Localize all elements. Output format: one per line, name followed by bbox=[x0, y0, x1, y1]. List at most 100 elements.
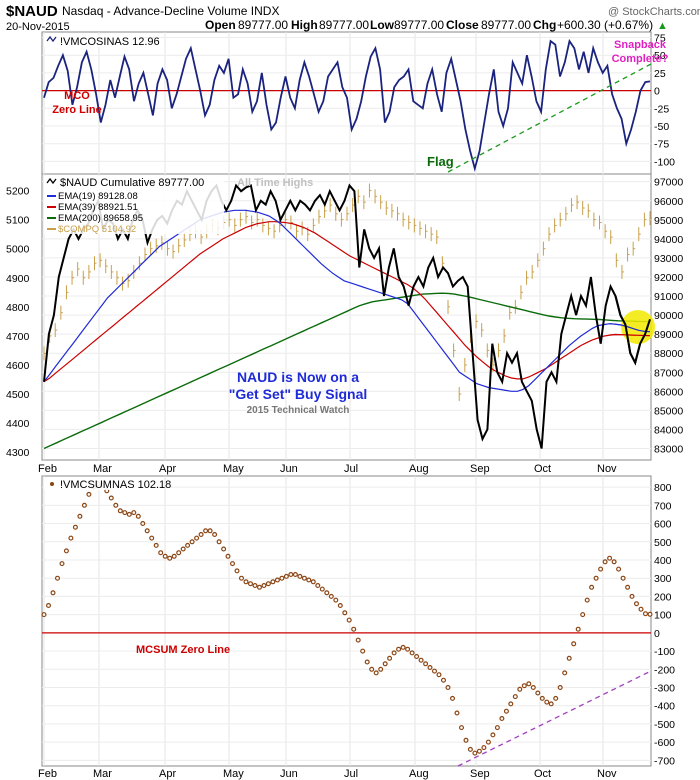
month-tick-label: Mar bbox=[93, 463, 112, 475]
compq-tick-label: 5200 bbox=[6, 186, 30, 198]
mcsum-point bbox=[490, 732, 496, 738]
mco-tick-label: -50 bbox=[654, 121, 669, 133]
flag-annotation: Flag bbox=[427, 154, 454, 169]
mcsum-point bbox=[108, 495, 114, 501]
ema39-line-tail bbox=[609, 333, 651, 337]
mcsum-point bbox=[252, 582, 258, 588]
month-tick-label: Aug bbox=[409, 768, 429, 780]
mcsum-point bbox=[629, 593, 635, 599]
mcsum-tick-label: 200 bbox=[654, 591, 672, 603]
naud-cumulative-line-tail bbox=[614, 295, 651, 366]
mcsum-point bbox=[126, 511, 132, 517]
mcsum-point bbox=[472, 750, 478, 756]
month-tick-label: Jun bbox=[280, 463, 298, 475]
mcsum-point bbox=[476, 748, 482, 754]
mcsum-point bbox=[167, 555, 173, 561]
mcsum-point bbox=[441, 677, 447, 683]
month-tick-label: Jun bbox=[280, 768, 298, 780]
mcsum-point bbox=[283, 573, 289, 579]
mcsum-tick-label: 300 bbox=[654, 573, 672, 585]
mcsum-point bbox=[580, 612, 586, 618]
naud-tick-label: 95000 bbox=[654, 215, 683, 227]
signal-annotation-credit: 2015 Technical Watch bbox=[247, 405, 350, 416]
mcsum-point bbox=[481, 745, 487, 751]
mcsum-point bbox=[512, 694, 518, 700]
mcsum-point bbox=[113, 502, 119, 508]
mco-panel-title: !VMCOSINAS 12.96 bbox=[60, 36, 160, 48]
mcsum-point bbox=[526, 681, 532, 687]
mcsum-tick-label: -400 bbox=[654, 701, 675, 713]
mcsum-tick-label: 600 bbox=[654, 519, 672, 531]
mcsum-point bbox=[68, 535, 74, 541]
chart-symbol: $NAUD bbox=[6, 3, 58, 20]
snapback-label-1: Snapback bbox=[614, 39, 667, 51]
mco-tick-label: -25 bbox=[654, 103, 669, 115]
mcsum-point bbox=[432, 668, 438, 674]
mcsum-point bbox=[373, 670, 379, 676]
mcsum-point bbox=[378, 666, 384, 672]
mcsum-point bbox=[257, 584, 263, 590]
naud-tick-label: 85000 bbox=[654, 405, 683, 417]
mcsum-point bbox=[270, 579, 276, 585]
mcsum-point bbox=[261, 582, 267, 588]
mcsum-title-bg bbox=[44, 478, 154, 490]
mcsum-point bbox=[180, 546, 186, 552]
mcsum-point bbox=[198, 531, 204, 537]
mcsum-point bbox=[59, 561, 65, 567]
mcsum-point bbox=[122, 510, 128, 516]
mco-tick-label: -75 bbox=[654, 139, 669, 151]
high-label: High bbox=[291, 18, 318, 32]
mcsum-point bbox=[503, 708, 509, 714]
mcsum-tick-label: 800 bbox=[654, 482, 672, 494]
signal-annotation-line2: "Get Set" Buy Signal bbox=[229, 386, 368, 402]
month-tick-label: Sep bbox=[470, 768, 490, 780]
month-tick-label: May bbox=[223, 463, 244, 475]
mcsum-point bbox=[405, 646, 411, 652]
ema19-legend: EMA(19) 89128.08 bbox=[58, 191, 138, 202]
mcsum-point bbox=[584, 597, 590, 603]
chart-marks bbox=[41, 38, 655, 767]
all-time-highs-annotation: All Time Highs bbox=[237, 177, 313, 189]
mcsum-point bbox=[274, 577, 280, 583]
mcsum-point bbox=[616, 566, 622, 572]
mco-tick-label: 50 bbox=[654, 50, 666, 62]
mcsum-point bbox=[633, 601, 639, 607]
mcsum-point bbox=[459, 725, 465, 731]
mcsum-panel-frame bbox=[41, 475, 652, 767]
mcsum-point bbox=[364, 659, 370, 665]
mcsum-point bbox=[575, 626, 581, 632]
mco-line bbox=[43, 38, 651, 172]
mcsum-point bbox=[387, 655, 393, 661]
naud-tick-label: 92000 bbox=[654, 272, 683, 284]
mcsum-point bbox=[607, 555, 613, 561]
mco-tick-label: 75 bbox=[654, 33, 666, 45]
mcsum-point bbox=[216, 539, 222, 545]
open-value: 89777.00 bbox=[238, 18, 288, 32]
mcsum-point bbox=[647, 611, 653, 617]
mcsum-point bbox=[162, 553, 168, 559]
naud-tick-label: 97000 bbox=[654, 177, 683, 189]
axis-labels: Feb Feb Mar Mar Apr Apr May May Jun Jun Jul Jul Aug A… bbox=[6, 33, 683, 780]
naud-tick-label: 89000 bbox=[654, 329, 683, 341]
naud-tick-label: 91000 bbox=[654, 291, 683, 303]
mcsum-point bbox=[342, 610, 348, 616]
close-value: 89777.00 bbox=[481, 18, 531, 32]
mcsum-point bbox=[539, 695, 545, 701]
naud-legend-bg bbox=[44, 176, 224, 234]
mcsum-point bbox=[351, 626, 357, 632]
mcsum-point bbox=[409, 650, 415, 656]
mcsum-point bbox=[400, 644, 406, 650]
compq-tick-label: 4700 bbox=[6, 331, 30, 343]
mcsum-point bbox=[221, 546, 227, 552]
mcsum-point bbox=[117, 508, 123, 514]
month-tick-label: Sep bbox=[470, 463, 490, 475]
naud-panel-title: $NAUD Cumulative 89777.00 bbox=[60, 177, 204, 189]
month-tick-label: Aug bbox=[409, 463, 429, 475]
mcsum-point bbox=[185, 542, 191, 548]
mco-tick-label: -100 bbox=[654, 156, 675, 168]
mcsum-point bbox=[230, 561, 236, 567]
mcsum-point bbox=[391, 650, 397, 656]
mcsum-point bbox=[544, 699, 550, 705]
mcsum-series-icon bbox=[50, 482, 54, 486]
